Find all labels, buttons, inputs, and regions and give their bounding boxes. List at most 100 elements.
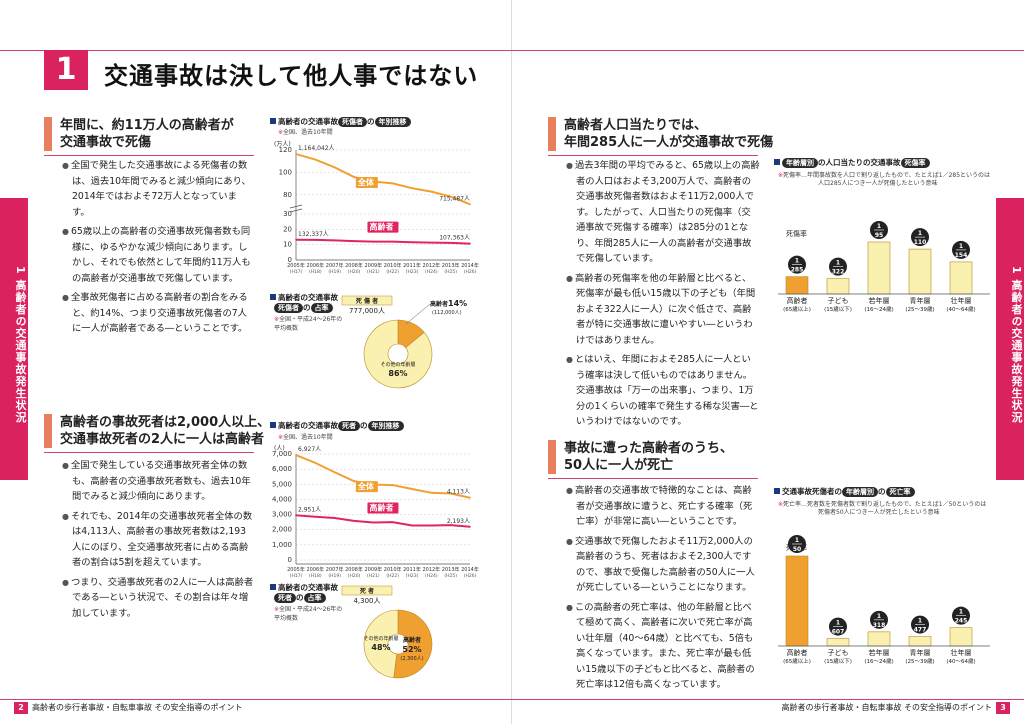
footer-right: 高齢者の歩行者事故・自転車事故 その安全指導のポイント 3 <box>781 702 1010 714</box>
y-tick-label: 6,000 <box>272 465 292 473</box>
total-box <box>341 585 393 596</box>
chart-note: ※全国・平成24～26年の平均概数 <box>274 606 343 622</box>
pill: 死傷率 <box>900 158 930 168</box>
data-point <box>353 480 355 482</box>
data-point <box>469 203 471 206</box>
square-icon <box>774 159 780 165</box>
category-sublabel: (65歳以上) <box>783 305 811 313</box>
data-point <box>391 484 394 486</box>
data-point <box>411 488 413 490</box>
rate-numerator: 1 <box>959 609 963 616</box>
footer-text: 高齢者の歩行者事故・自転車事故 その安全指導のポイント <box>32 703 243 712</box>
x-tick-sublabel: (H23) <box>406 573 419 578</box>
data-point <box>333 239 336 242</box>
side-tab-left: 1 高齢者の交通事故発生状況 <box>0 198 28 480</box>
page-number: 2 <box>14 702 28 714</box>
footer-rule <box>512 699 1024 700</box>
total-value: 777,000人 <box>349 307 385 315</box>
x-tick-sublabel: (H20) <box>348 269 361 275</box>
chart-note: ※死傷率…年間事故数を人口で割り返したもので、たとえば1／285というのは <box>778 172 991 179</box>
bullet: 高齢者の死傷率を他の年齢層と比べると、死傷率が最も低い15歳以下の子ども（年間お… <box>566 271 760 349</box>
data-point <box>353 240 355 242</box>
series-line <box>295 514 471 528</box>
chart-title-mid: の <box>360 421 368 430</box>
chapter-title: 交通事故は決して他人事ではない <box>104 62 479 90</box>
pill: 占率 <box>310 303 333 313</box>
data-label-last: 107,363人 <box>439 235 470 242</box>
x-tick-sublabel: (H22) <box>386 269 399 275</box>
chart-title: 年齢層別 の人口当たりの交通事故 死傷率 <box>774 157 930 168</box>
data-point <box>411 187 413 189</box>
heading-line: 高齢者人口当たりでは、 <box>564 118 708 133</box>
bullet: 高齢者の交通事故で特徴的なことは、高齢者が交通事故に遭うと、死亡する確率（死亡率… <box>566 483 760 530</box>
section-heading: 年間に、約11万人の高齢者が 交通事故で死傷 <box>44 117 234 151</box>
chart-note: ※全国、過去10年間 <box>278 434 333 441</box>
rate-numerator: 1 <box>918 618 922 625</box>
top-rule <box>0 50 512 51</box>
data-point <box>411 524 413 527</box>
x-tick-sublabel: (H21) <box>367 269 380 275</box>
rate-numerator: 1 <box>836 260 840 267</box>
x-tick-sublabel: (H22) <box>386 573 399 578</box>
data-point <box>353 176 355 178</box>
heading-line: 年間に、約11万人の高齢者が <box>60 118 234 133</box>
chart-note-text: 全国・平成24～26年の平均概数 <box>274 606 343 622</box>
heading-line: 交通事故で死傷 <box>60 135 152 150</box>
chart-note: 死傷者50人につき一人が死亡したという意味 <box>818 507 940 516</box>
data-point <box>333 166 336 169</box>
data-point <box>333 517 336 519</box>
category-sublabel: (40～64歳) <box>946 305 975 313</box>
data-point <box>449 195 452 198</box>
bullet: それでも、2014年の交通事故死者全体の数は4,113人、高齢者の事故死者数は2… <box>62 509 254 571</box>
x-tick-label: 2006年 <box>306 566 324 573</box>
chart-note: ※全国、過去10年間 <box>278 129 333 136</box>
bar <box>826 638 850 647</box>
chart-note-text: 全国、過去10年間 <box>283 434 333 441</box>
right-page: 1 高齢者の交通事故発生状況 高齢者人口当たりでは、 年間285人に一人が交通事… <box>512 0 1024 724</box>
category-sublabel: (65歳以上) <box>783 657 811 665</box>
bullet-list: 過去3年間の平均でみると、65歳以上の高齢者の人口はおよそ3,200万人で、高齢… <box>566 158 760 434</box>
total-box-label: 死 者 <box>359 587 374 595</box>
bar <box>949 261 973 295</box>
chart-title-text: 高齢者の交通事故 <box>278 293 338 302</box>
bullet-list: 全国で発生している交通事故死者全体の数も、高齢者の交通事故死者数も、過去10年間… <box>62 458 254 625</box>
x-tick-label: 2012年 <box>422 262 440 269</box>
axis-break-mark <box>289 204 303 213</box>
y-tick-label: 10 <box>283 241 292 249</box>
category-label: 青年層 <box>910 648 931 657</box>
data-point <box>372 521 375 524</box>
x-tick-sublabel: (H25) <box>444 573 457 578</box>
bar-chart-death-rate: 死亡率150高齢者(65歳以上)1607子ども(15歳以下)1318若年層(16… <box>778 535 990 665</box>
bullet: 65歳以上の高齢者の交通事故死傷者数も同様に、ゆるやかな減少傾向にあります。しか… <box>62 224 254 286</box>
data-label-last: 715,487人 <box>439 195 470 202</box>
unit-label: (万人) <box>274 141 291 148</box>
x-tick-sublabel: (H21) <box>367 573 380 578</box>
bar <box>867 631 891 647</box>
rate-numerator: 1 <box>959 243 963 250</box>
bullet: 全国で発生した交通事故による死傷者の数は、過去10年間でみると減少傾向にあり、2… <box>62 158 254 220</box>
x-tick-label: 2009年 <box>364 566 382 573</box>
y-tick-label: 80 <box>283 191 292 199</box>
data-point <box>353 520 355 522</box>
x-tick-label: 2006年 <box>306 262 324 269</box>
pie-slice <box>363 319 433 389</box>
slice-label: その他の年齢層 <box>363 635 398 642</box>
data-point <box>372 240 375 243</box>
section-heading: 高齢者の事故死者は2,000人以上、 交通事故死者の2人に一人は高齢者 <box>44 414 270 448</box>
slice-count: (2,300人) <box>400 656 423 662</box>
bar <box>867 241 891 295</box>
category-sublabel: (25～39歳) <box>905 305 934 313</box>
data-point <box>314 239 317 241</box>
rate-numerator: 1 <box>795 537 799 544</box>
chart-note-text: 全国・平成24～26年の平均概数 <box>274 316 343 332</box>
x-tick-label: 2013年 <box>442 262 460 269</box>
leader-line <box>405 303 431 325</box>
bar <box>949 627 973 647</box>
x-tick-sublabel: (H24) <box>425 269 438 275</box>
data-label-first: 1,164,042人 <box>298 145 335 152</box>
chart-subtitle: 死傷者の占率 <box>274 302 333 313</box>
x-tick-label: 2011年 <box>403 262 421 269</box>
y-tick-label: 1,000 <box>272 541 292 549</box>
data-point <box>469 242 471 245</box>
